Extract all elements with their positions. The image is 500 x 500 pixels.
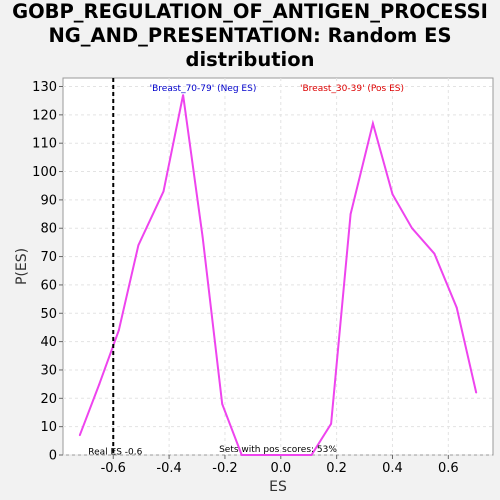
data-point	[372, 122, 374, 125]
y-tick-label: 60	[40, 278, 57, 293]
data-point	[260, 454, 263, 456]
x-tick-label: 0.2	[326, 461, 347, 476]
data-point	[391, 193, 394, 196]
y-tick-label: 0	[49, 449, 57, 464]
y-tick-label: 50	[40, 307, 57, 322]
data-point	[78, 434, 81, 437]
grid-lines	[63, 78, 493, 456]
y-axis-label: P(ES)	[14, 248, 30, 285]
chart-title: GOBP_REGULATION_OF_ANTIGEN_PROCESSI NG_A…	[0, 0, 500, 72]
data-point	[411, 227, 413, 230]
x-tick-label: 0.0	[270, 461, 291, 476]
chart-title-line-1: GOBP_REGULATION_OF_ANTIGEN_PROCESSI	[12, 0, 488, 23]
x-axis-label: ES	[269, 479, 287, 495]
data-point	[475, 391, 478, 394]
data-point	[137, 244, 140, 247]
data-point	[162, 190, 165, 193]
x-tick-label: 0.6	[438, 461, 459, 476]
y-tick-label: 80	[40, 222, 57, 237]
chart-title-line-3: distribution	[185, 48, 315, 71]
y-tick-label: 110	[32, 137, 57, 152]
y-axis: 0 10 20 30 40 50 60 70 80 90 100 110 120 130	[32, 80, 63, 464]
chart-title-line-2: NG_AND_PRESENTATION: Random ES	[48, 24, 452, 47]
data-point	[240, 454, 243, 456]
data-point	[98, 383, 101, 385]
y-tick-label: 40	[40, 335, 57, 350]
data-point	[330, 422, 332, 425]
neg-es-label: 'Breast_70-79' (Neg ES)	[150, 84, 257, 94]
pos-scores-label: Sets with pos scores: 53%	[219, 445, 337, 455]
real-es-label: Real ES -0.6	[88, 448, 142, 458]
y-tick-label: 30	[40, 363, 57, 378]
data-point	[296, 454, 299, 456]
data-point	[349, 213, 352, 216]
y-tick-label: 130	[32, 80, 57, 95]
y-tick-label: 100	[32, 165, 57, 180]
x-tick-label: -0.6	[101, 461, 126, 476]
x-tick-label: -0.4	[156, 461, 181, 476]
data-point	[455, 306, 458, 309]
pos-es-label: 'Breast_30-39' (Pos ES)	[300, 84, 404, 94]
series-layer	[78, 94, 478, 456]
x-axis: -0.6 -0.4 -0.2 0.0 0.2 0.4 0.6	[101, 455, 459, 476]
y-tick-label: 120	[32, 108, 57, 123]
y-tick-label: 20	[40, 392, 57, 407]
y-tick-label: 10	[40, 420, 57, 435]
data-point	[182, 94, 185, 96]
y-tick-label: 90	[40, 193, 57, 208]
data-point	[279, 454, 282, 456]
plot-area	[62, 77, 494, 456]
data-point	[433, 252, 436, 255]
data-point	[310, 454, 313, 456]
y-tick-label: 70	[40, 250, 57, 265]
data-point	[221, 403, 224, 405]
x-tick-label: 0.4	[382, 461, 403, 476]
x-tick-label: -0.2	[212, 461, 237, 476]
data-point	[201, 235, 204, 238]
data-point	[117, 329, 120, 332]
